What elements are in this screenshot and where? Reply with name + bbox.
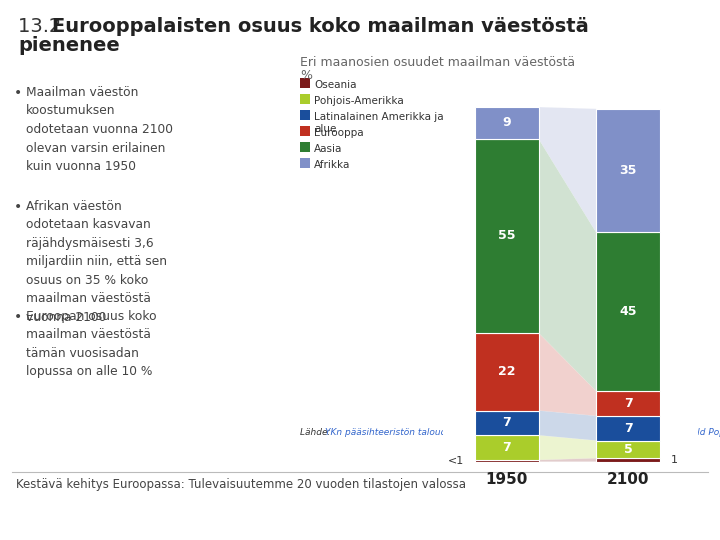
Text: pienenee: pienenee <box>18 36 120 55</box>
Text: Maailman väestön
koostumuksen
odotetaan vuonna 2100
olevan varsin erilainen
kuin: Maailman väestön koostumuksen odotetaan … <box>26 86 173 173</box>
Text: <1: <1 <box>448 456 464 466</box>
Text: Oseania: Oseania <box>314 80 356 90</box>
Bar <box>596 391 660 416</box>
FancyBboxPatch shape <box>300 142 310 152</box>
Text: YKn pääsihteeristön taloudellisten ja sosiaalisten asiain osaston väestöjaosto, : YKn pääsihteeristön taloudellisten ja so… <box>325 428 720 437</box>
Bar <box>474 410 539 435</box>
Text: 35: 35 <box>619 164 636 177</box>
Bar <box>474 139 539 333</box>
Text: 5: 5 <box>624 443 632 456</box>
Polygon shape <box>539 333 596 416</box>
Bar <box>474 107 539 139</box>
Text: %: % <box>300 69 312 82</box>
Text: 9: 9 <box>503 117 511 130</box>
Bar <box>596 458 660 462</box>
Polygon shape <box>539 458 596 462</box>
Text: 45: 45 <box>619 305 637 318</box>
Text: 55: 55 <box>498 230 516 242</box>
Text: 13.2: 13.2 <box>18 17 68 36</box>
FancyBboxPatch shape <box>300 126 310 136</box>
Text: Euroopan osuus koko
maailman väestöstä
tämän vuosisadan
lopussa on alle 10 %: Euroopan osuus koko maailman väestöstä t… <box>26 310 157 379</box>
Text: Eurooppa: Eurooppa <box>314 128 364 138</box>
Text: Afrikka: Afrikka <box>314 160 351 170</box>
Text: Lähde:: Lähde: <box>300 428 333 437</box>
Bar <box>596 109 660 232</box>
Text: 22: 22 <box>498 365 516 378</box>
Text: Aasia: Aasia <box>314 144 343 154</box>
Bar <box>596 232 660 391</box>
Bar <box>596 416 660 441</box>
Text: •: • <box>14 200 22 214</box>
Text: 7: 7 <box>503 441 511 454</box>
Bar <box>596 441 660 458</box>
Text: 7: 7 <box>624 422 632 435</box>
Text: Latinalainen Amerikka ja Karibianmeren
alue: Latinalainen Amerikka ja Karibianmeren a… <box>314 112 523 134</box>
Text: Eurooppalaisten osuus koko maailman väestöstä: Eurooppalaisten osuus koko maailman väes… <box>52 17 589 36</box>
Text: •: • <box>14 310 22 324</box>
Text: Eri maanosien osuudet maailman väestöstä: Eri maanosien osuudet maailman väestöstä <box>300 56 575 69</box>
Bar <box>474 435 539 460</box>
Bar <box>474 460 539 462</box>
Polygon shape <box>539 139 596 391</box>
FancyBboxPatch shape <box>300 94 310 104</box>
Text: Afrikan väestön
odotetaan kasvavan
räjähdysmäisesti 3,6
miljardiin niin, että se: Afrikan väestön odotetaan kasvavan räjäh… <box>26 200 167 324</box>
Polygon shape <box>539 410 596 441</box>
Text: •: • <box>14 86 22 100</box>
Text: Kestävä kehitys Euroopassa: Tulevaisuutemme 20 vuoden tilastojen valossa: Kestävä kehitys Euroopassa: Tulevaisuute… <box>16 478 466 491</box>
Text: 1: 1 <box>671 455 678 465</box>
Polygon shape <box>539 435 596 460</box>
Text: Pohjois-Amerikka: Pohjois-Amerikka <box>314 96 404 106</box>
Text: 7: 7 <box>624 397 632 410</box>
FancyBboxPatch shape <box>300 158 310 168</box>
Polygon shape <box>539 107 596 232</box>
FancyBboxPatch shape <box>300 110 310 120</box>
Text: 7: 7 <box>503 416 511 429</box>
FancyBboxPatch shape <box>300 78 310 88</box>
Bar <box>474 333 539 410</box>
